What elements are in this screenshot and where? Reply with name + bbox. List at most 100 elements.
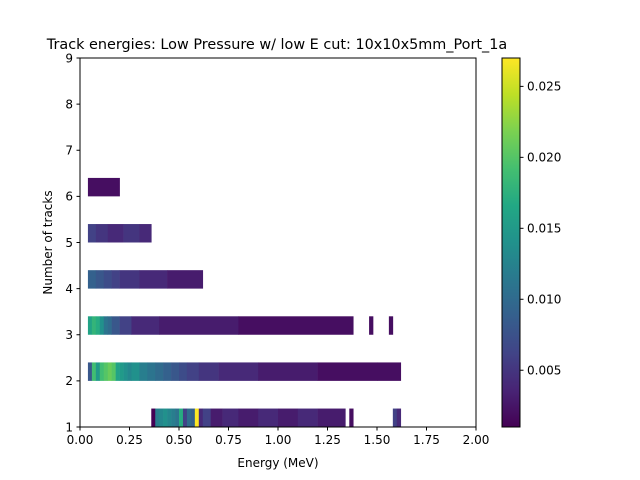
- heatmap-cell: [171, 408, 176, 427]
- heatmap-cell: [222, 408, 239, 427]
- heatmap-cell: [131, 316, 160, 335]
- heatmap-cell: [151, 408, 156, 427]
- colorbar-frame: [501, 57, 521, 428]
- x-tick-label: 1.00: [265, 433, 292, 447]
- heatmap-cell: [155, 362, 164, 381]
- heatmap-cell: [99, 316, 105, 335]
- heatmap-cell: [210, 408, 223, 427]
- heatmap-cell: [167, 270, 204, 289]
- x-tick-label: 2.00: [463, 433, 490, 447]
- heatmap-cell: [95, 270, 105, 289]
- heatmap-cell: [127, 362, 132, 381]
- heatmap-cell: [119, 316, 132, 335]
- heatmap-cell: [111, 270, 120, 289]
- colorbar-tick-label: 0.010: [527, 293, 561, 307]
- x-tick-label: 1.75: [413, 433, 440, 447]
- heatmap-cell: [377, 362, 402, 381]
- heatmap-cell: [194, 408, 200, 427]
- heatmap-cell: [202, 408, 211, 427]
- x-axis-ticks: 0.00 0.25 0.50 0.75 1.00 1.25 1.50 1.75 2.00: [67, 427, 490, 447]
- heatmap-cell: [163, 362, 172, 381]
- x-tick-label: 0.75: [215, 433, 242, 447]
- heatmap-cell: [297, 408, 318, 427]
- heatmap-cell: [163, 408, 168, 427]
- colorbar-ticks: 0.005 0.010 0.015 0.020 0.025: [520, 80, 561, 378]
- heatmap-cell: [123, 224, 140, 243]
- y-tick-label: 4: [65, 282, 73, 296]
- heatmap-cell: [139, 362, 148, 381]
- heatmap-cell: [107, 362, 112, 381]
- heatmap-cell: [396, 408, 402, 427]
- heatmap-cell: [139, 270, 168, 289]
- y-tick-label: 1: [65, 420, 73, 434]
- heatmap-cell: [91, 316, 97, 335]
- heatmap-cell: [103, 362, 109, 381]
- heatmap-cell: [147, 362, 156, 381]
- heatmap-cell: [115, 362, 120, 381]
- x-tick-label: 0.50: [166, 433, 193, 447]
- heatmap-cell: [155, 408, 160, 427]
- y-tick-label: 2: [65, 374, 73, 388]
- heatmap-cell: [87, 224, 97, 243]
- heatmap-cell: [87, 177, 120, 197]
- heatmap-cell: [392, 408, 398, 427]
- heatmap-cell: [87, 362, 93, 381]
- heatmap-cell: [179, 362, 188, 381]
- heatmap-cell: [107, 316, 112, 335]
- heatmap-cell: [186, 408, 192, 427]
- y-tick-label: 9: [65, 51, 73, 65]
- heatmap-cell: [139, 224, 152, 243]
- heatmap-cell: [369, 316, 374, 335]
- heatmap-cell: [159, 316, 239, 335]
- x-tick-label: 0.00: [67, 433, 94, 447]
- heatmap-cell: [198, 362, 219, 381]
- heatmap-cell: [103, 270, 112, 289]
- heatmap-cell: [388, 316, 394, 335]
- heatmap-cell: [123, 362, 128, 381]
- x-tick-label: 1.25: [314, 433, 341, 447]
- colorbar-tick-label: 0.025: [527, 80, 561, 94]
- heatmap-cell: [190, 408, 196, 427]
- y-tick-label: 5: [65, 236, 73, 250]
- heatmap-cell: [167, 408, 172, 427]
- heatmap-cell: [103, 316, 109, 335]
- heatmap-cell: [107, 224, 124, 243]
- heatmap-cell: [95, 316, 101, 335]
- colorbar-tick-label: 0.020: [527, 151, 561, 165]
- heatmap-cell: [119, 270, 140, 289]
- heatmap-cell: [131, 362, 140, 381]
- heatmap-cell: [91, 362, 97, 381]
- colorbar-tick-label: 0.005: [527, 364, 561, 378]
- heatmap-cell: [111, 362, 116, 381]
- colorbar-gradient: [502, 58, 520, 427]
- y-tick-label: 3: [65, 328, 73, 342]
- heatmap-cell: [182, 408, 188, 427]
- heatmap-cell: [87, 270, 97, 289]
- x-axis-label: Energy (MeV): [237, 456, 318, 470]
- heatmap-cell: [278, 408, 299, 427]
- y-axis-label: Number of tracks: [41, 190, 55, 294]
- y-tick-label: 7: [65, 144, 73, 158]
- heatmap-cells: [87, 177, 402, 427]
- colorbar-tick-label: 0.015: [527, 222, 561, 236]
- x-tick-label: 1.50: [364, 433, 391, 447]
- y-tick-label: 8: [65, 97, 73, 111]
- heatmap-cell: [186, 362, 200, 381]
- heatmap-cell: [95, 362, 101, 381]
- heatmap-cell: [258, 362, 318, 381]
- heatmap-cell: [349, 408, 354, 427]
- heatmap-cell: [95, 224, 109, 243]
- heatmap-cell: [87, 316, 93, 335]
- heatmap-cell: [119, 362, 124, 381]
- x-tick-label: 0.25: [116, 433, 143, 447]
- heatmap-cell: [159, 408, 164, 427]
- heatmap-cell: [238, 316, 354, 335]
- heatmap-cell: [175, 408, 180, 427]
- heatmap-cell: [179, 408, 184, 427]
- chart-title: Track energies: Low Pressure w/ low E cu…: [46, 37, 507, 53]
- heatmap-cell: [171, 362, 180, 381]
- heatmap-cell: [317, 408, 346, 427]
- y-tick-label: 6: [65, 190, 73, 204]
- heatmap-cell: [258, 408, 279, 427]
